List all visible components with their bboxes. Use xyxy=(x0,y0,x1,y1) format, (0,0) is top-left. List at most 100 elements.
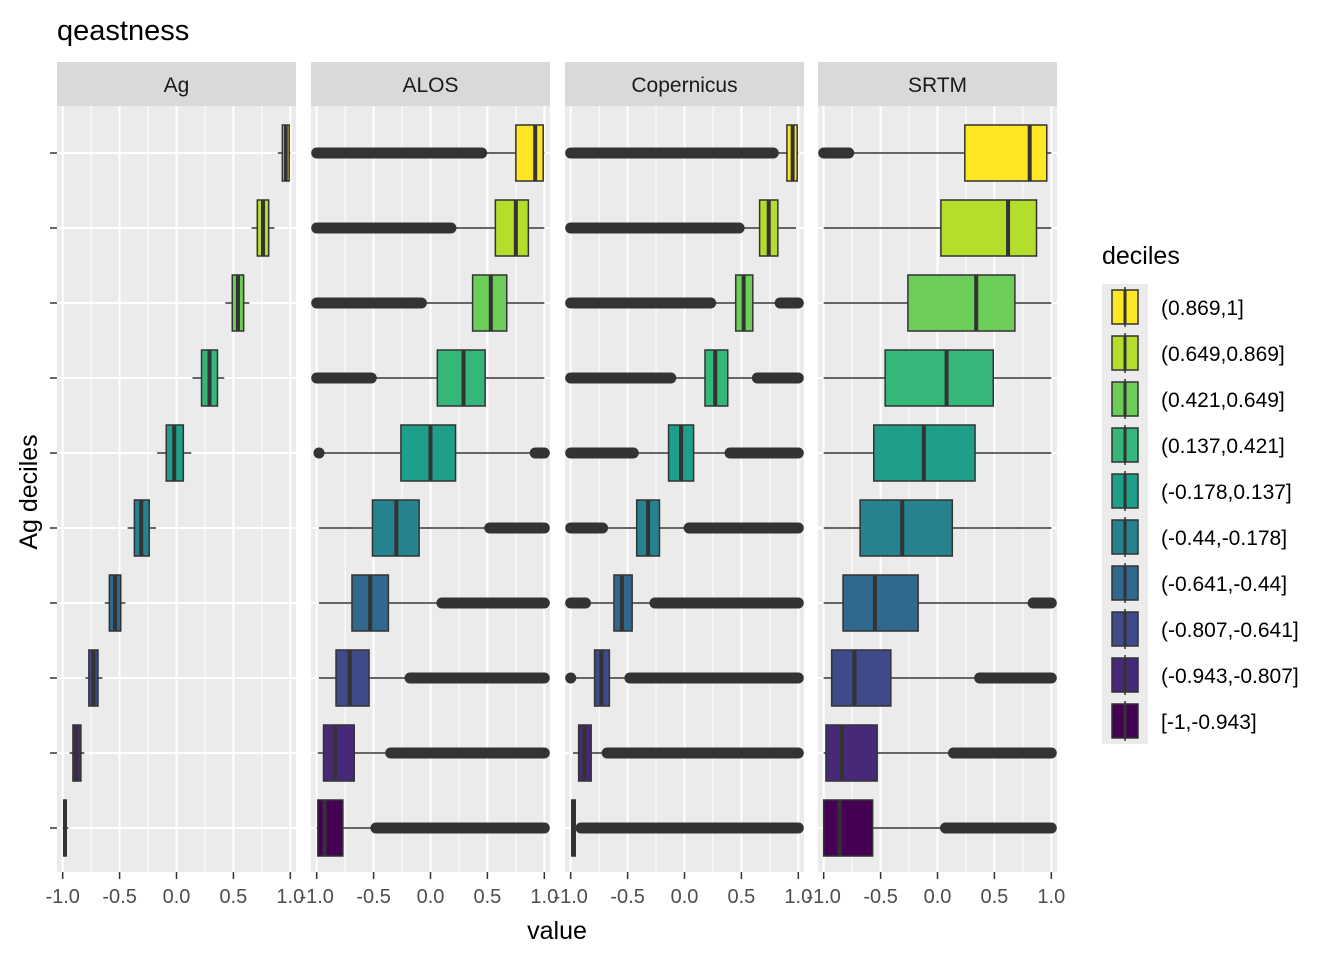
facet-strip-label: ALOS xyxy=(402,74,458,97)
legend-entry: (0.421,0.649] xyxy=(1111,379,1285,419)
x-tick-label: 0.0 xyxy=(924,886,952,908)
x-tick-label: 0.5 xyxy=(727,886,755,908)
facet-panel-copernicus: Copernicus -1.0 -0.5 0.0 0.5 1.0 xyxy=(553,62,812,908)
legend-label: (-0.807,-0.641] xyxy=(1161,619,1299,642)
box-ag-row-7 xyxy=(104,574,126,632)
box-copernicus-row-9 xyxy=(572,724,804,782)
box-copernicus-row-2 xyxy=(565,199,797,257)
legend-entry: (-0.641,-0.44] xyxy=(1111,563,1287,603)
x-tick-label: -0.5 xyxy=(102,886,136,908)
legend-entries: (0.869,1] (0.649,0.869] (0.421,0.649] (0.13… xyxy=(1111,287,1299,741)
legend-label: (-0.44,-0.178] xyxy=(1161,527,1287,550)
legend-label: (0.421,0.649] xyxy=(1161,389,1285,412)
x-tick-label: -1.0 xyxy=(553,886,587,908)
box-ag-row-9 xyxy=(69,724,85,782)
facet-strip xyxy=(311,62,550,106)
legend-label: (-0.943,-0.807] xyxy=(1161,665,1299,688)
y-axis-ticks xyxy=(50,152,57,829)
legend-entry: (-0.943,-0.807] xyxy=(1111,655,1299,695)
facet-panels: Ag -1.0 -0.5 0.0 0.5 1.0 ALOS -1.0 -0.5 0.0 0.5 1.0… xyxy=(45,62,1065,908)
box-srtm-row-2 xyxy=(823,199,1052,257)
x-tick-label: 0.0 xyxy=(417,886,445,908)
legend: deciles (0.869,1] (0.649,0.869] (0.421,0.6… xyxy=(1102,242,1299,744)
box-ag-row-2 xyxy=(251,199,275,257)
x-tick-label: 0.5 xyxy=(219,886,247,908)
x-tick-label: 0.5 xyxy=(980,886,1008,908)
box-srtm-row-5 xyxy=(823,424,1052,482)
box-alos-row-5 xyxy=(313,424,550,482)
box-body xyxy=(830,649,892,707)
x-tick-label: -0.5 xyxy=(863,886,897,908)
x-tick-label: -1.0 xyxy=(299,886,333,908)
x-tick-label: 0.0 xyxy=(163,886,191,908)
box-copernicus-row-1 xyxy=(565,124,799,182)
box-srtm-row-6 xyxy=(823,499,1052,557)
box-copernicus-row-6 xyxy=(565,499,804,557)
x-tick-label: -1.0 xyxy=(806,886,840,908)
box-body xyxy=(400,424,457,482)
box-srtm-row-3 xyxy=(823,274,1052,332)
y-axis-title: Ag deciles xyxy=(15,434,43,549)
x-tick-label: -0.5 xyxy=(610,886,644,908)
box-alos-row-9 xyxy=(317,724,550,782)
box-body xyxy=(964,124,1048,182)
box-copernicus-row-8 xyxy=(565,649,804,707)
box-srtm-row-8 xyxy=(823,649,1057,707)
legend-entry: [-1,-0.943] xyxy=(1111,701,1257,741)
legend-label: (-0.178,0.137] xyxy=(1161,481,1292,504)
legend-label: (-0.641,-0.44] xyxy=(1161,573,1287,596)
facet-strip-label: Copernicus xyxy=(631,74,737,97)
x-tick-label: 0.0 xyxy=(671,886,699,908)
box-body xyxy=(322,724,355,782)
legend-entry: (-0.44,-0.178] xyxy=(1111,517,1287,557)
box-copernicus-row-10 xyxy=(570,799,804,857)
facet-strip xyxy=(57,62,296,106)
facet-strip-label: Ag xyxy=(164,74,190,97)
box-alos-row-10 xyxy=(316,799,550,857)
legend-label: [-1,-0.943] xyxy=(1161,711,1257,734)
facet-strip xyxy=(565,62,804,106)
box-body xyxy=(907,274,1016,332)
box-body xyxy=(494,199,530,257)
box-srtm-row-9 xyxy=(823,724,1057,782)
x-tick-label: 1.0 xyxy=(784,886,812,908)
box-body xyxy=(859,499,954,557)
box-body xyxy=(317,799,344,857)
plot-title: qeastness xyxy=(57,15,189,47)
facet-panel-alos: ALOS -1.0 -0.5 0.0 0.5 1.0 xyxy=(299,62,558,908)
box-ag-row-6 xyxy=(127,499,157,557)
box-ag-row-5 xyxy=(157,424,192,482)
box-srtm-row-1 xyxy=(818,124,1052,182)
box-srtm-row-7 xyxy=(823,574,1057,632)
box-alos-row-2 xyxy=(311,199,545,257)
x-tick-label: 1.0 xyxy=(1037,886,1065,908)
x-tick-label: 0.5 xyxy=(473,886,501,908)
box-srtm-row-4 xyxy=(823,349,1052,407)
facet-strip xyxy=(818,62,1057,106)
box-ag-row-3 xyxy=(225,274,250,332)
facet-panel-ag: Ag -1.0 -0.5 0.0 0.5 1.0 xyxy=(45,62,304,908)
x-tick-label: 1.0 xyxy=(530,886,558,908)
legend-label: (0.137,0.421] xyxy=(1161,435,1285,458)
legend-entry: (0.649,0.869] xyxy=(1111,333,1285,373)
legend-entry: (0.869,1] xyxy=(1111,287,1244,327)
box-alos-row-8 xyxy=(318,649,550,707)
box-body xyxy=(842,574,919,632)
facet-strip-label: SRTM xyxy=(908,74,967,97)
legend-entry: (0.137,0.421] xyxy=(1111,425,1285,465)
legend-entry: (-0.178,0.137] xyxy=(1111,471,1292,511)
box-ag-row-8 xyxy=(85,649,103,707)
box-ag-row-1 xyxy=(277,124,291,182)
box-alos-row-1 xyxy=(311,124,545,182)
legend-label: (0.869,1] xyxy=(1161,297,1244,320)
box-body xyxy=(436,349,486,407)
box-ag-row-4 xyxy=(192,349,225,407)
box-copernicus-row-3 xyxy=(565,274,804,332)
box-body xyxy=(884,349,995,407)
facet-panel-srtm: SRTM -1.0 -0.5 0.0 0.5 1.0 xyxy=(806,62,1065,908)
box-body xyxy=(940,199,1038,257)
box-body xyxy=(822,799,874,857)
box-alos-row-4 xyxy=(311,349,545,407)
box-alos-row-6 xyxy=(318,499,550,557)
